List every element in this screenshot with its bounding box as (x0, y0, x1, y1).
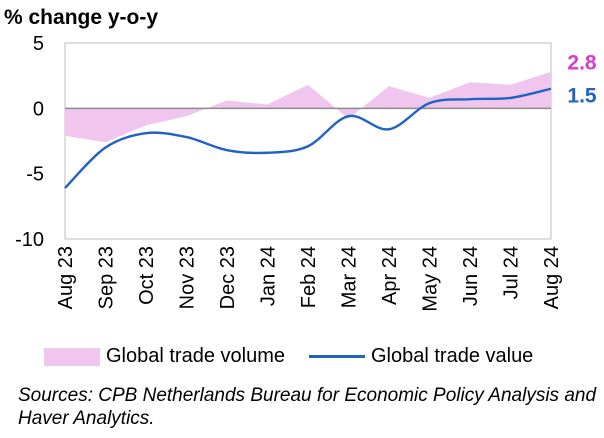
end-value-label: 2.8 (567, 52, 597, 75)
legend-swatch-value (308, 355, 365, 358)
x-tick-label: Apr 24 (379, 246, 401, 305)
x-tick-label: Sep 23 (96, 246, 118, 309)
y-tick-label: 5 (33, 33, 44, 55)
y-axis-title: % change y-o-y (4, 6, 159, 29)
value-line (64, 87, 552, 189)
x-tick-label: Dec 23 (217, 246, 239, 309)
x-tick-label: Aug 24 (541, 246, 563, 309)
volume-area (65, 71, 551, 143)
x-tick-label: Jun 24 (460, 246, 482, 306)
y-tick-label: 0 (33, 98, 44, 120)
source-note: Sources: CPB Netherlands Bureau for Econ… (18, 385, 597, 429)
x-tick-label: Feb 24 (298, 246, 320, 308)
y-tick-label: -5 (26, 164, 44, 186)
legend: Global trade volume Global trade value (44, 345, 533, 368)
plot-area (64, 42, 552, 240)
x-tick-label: Aug 23 (55, 246, 77, 309)
x-tick-label: Jan 24 (258, 246, 280, 306)
legend-label-volume: Global trade volume (106, 345, 285, 367)
chart: 5 0 -5 -10 Aug 23 Sep 23 Oct 23 Nov 23 Dec 23 Ja… (15, 33, 597, 312)
x-tick-label: Oct 23 (136, 246, 158, 305)
y-tick-label: -10 (15, 229, 44, 251)
legend-label-value: Global trade value (370, 345, 534, 367)
end-value-label: 1.5 (567, 85, 597, 108)
x-tick-label: Jul 24 (501, 246, 523, 299)
x-tick-label: Mar 24 (339, 246, 361, 308)
x-tick-label: May 24 (420, 246, 442, 312)
x-tick-label: Nov 23 (177, 246, 199, 309)
legend-swatch-volume (44, 347, 100, 366)
